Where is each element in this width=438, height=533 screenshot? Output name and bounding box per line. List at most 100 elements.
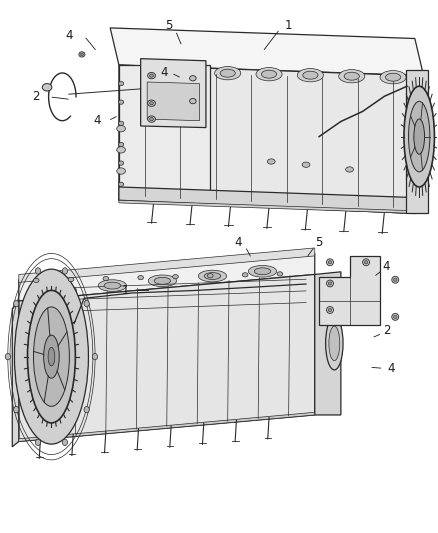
Ellipse shape <box>328 309 332 312</box>
Polygon shape <box>119 187 415 214</box>
Polygon shape <box>110 28 424 76</box>
Ellipse shape <box>329 326 340 361</box>
Polygon shape <box>147 82 199 120</box>
Text: 2: 2 <box>383 324 390 337</box>
Polygon shape <box>19 413 315 441</box>
Ellipse shape <box>118 82 124 86</box>
Text: 1: 1 <box>122 284 129 297</box>
Ellipse shape <box>409 101 430 172</box>
Text: 5: 5 <box>315 236 323 249</box>
Ellipse shape <box>33 278 39 282</box>
Text: 4: 4 <box>93 114 101 127</box>
Ellipse shape <box>48 285 77 296</box>
Ellipse shape <box>92 353 98 360</box>
Polygon shape <box>119 65 415 214</box>
Ellipse shape <box>118 161 124 165</box>
Ellipse shape <box>5 353 11 360</box>
Text: 4: 4 <box>65 29 73 42</box>
Polygon shape <box>19 253 315 301</box>
Ellipse shape <box>42 84 52 91</box>
Ellipse shape <box>62 268 67 274</box>
Polygon shape <box>19 248 315 282</box>
Polygon shape <box>141 59 206 127</box>
Ellipse shape <box>328 282 332 285</box>
Ellipse shape <box>414 119 424 154</box>
Ellipse shape <box>79 52 85 57</box>
Polygon shape <box>315 272 341 415</box>
Ellipse shape <box>242 273 248 277</box>
Text: 4: 4 <box>161 67 168 79</box>
Ellipse shape <box>117 168 125 174</box>
Ellipse shape <box>261 70 277 78</box>
Text: 4: 4 <box>235 236 242 249</box>
Polygon shape <box>119 65 210 200</box>
Ellipse shape <box>190 76 196 81</box>
Ellipse shape <box>68 277 74 281</box>
Ellipse shape <box>248 265 277 277</box>
Ellipse shape <box>393 278 397 281</box>
Ellipse shape <box>385 73 401 81</box>
Ellipse shape <box>148 116 155 122</box>
Ellipse shape <box>215 67 241 80</box>
Ellipse shape <box>117 125 125 132</box>
Ellipse shape <box>14 269 88 444</box>
Ellipse shape <box>148 100 155 107</box>
Ellipse shape <box>150 117 153 120</box>
Ellipse shape <box>326 259 333 266</box>
Ellipse shape <box>103 277 109 281</box>
Ellipse shape <box>364 261 368 264</box>
Text: 4: 4 <box>383 260 390 273</box>
Ellipse shape <box>325 317 343 370</box>
Polygon shape <box>319 256 380 325</box>
Ellipse shape <box>344 72 359 80</box>
Ellipse shape <box>35 268 41 274</box>
Ellipse shape <box>148 72 155 79</box>
Polygon shape <box>119 200 415 214</box>
Ellipse shape <box>328 261 332 264</box>
Ellipse shape <box>150 74 153 77</box>
Ellipse shape <box>150 102 153 105</box>
Ellipse shape <box>148 275 177 287</box>
Ellipse shape <box>297 69 323 82</box>
Ellipse shape <box>104 282 120 289</box>
Ellipse shape <box>84 301 89 307</box>
Text: 4: 4 <box>387 362 395 375</box>
Ellipse shape <box>98 280 127 292</box>
Ellipse shape <box>404 86 434 187</box>
Ellipse shape <box>302 162 310 167</box>
Ellipse shape <box>220 69 235 77</box>
Ellipse shape <box>392 276 399 283</box>
Ellipse shape <box>35 439 41 446</box>
Ellipse shape <box>138 276 144 280</box>
Ellipse shape <box>208 273 213 278</box>
Ellipse shape <box>118 100 124 104</box>
Text: 2: 2 <box>32 90 40 103</box>
Ellipse shape <box>118 182 124 187</box>
Ellipse shape <box>392 313 399 320</box>
Ellipse shape <box>54 287 71 294</box>
Ellipse shape <box>173 274 178 279</box>
Ellipse shape <box>303 71 318 79</box>
Text: 5: 5 <box>165 19 173 32</box>
Ellipse shape <box>154 277 171 284</box>
Ellipse shape <box>44 335 59 378</box>
Ellipse shape <box>14 301 19 307</box>
Ellipse shape <box>204 272 221 279</box>
Ellipse shape <box>393 316 397 318</box>
Polygon shape <box>406 70 428 214</box>
Polygon shape <box>19 274 315 441</box>
Ellipse shape <box>190 99 196 104</box>
Ellipse shape <box>198 270 226 282</box>
Ellipse shape <box>326 306 333 313</box>
Ellipse shape <box>339 70 365 83</box>
Ellipse shape <box>117 147 125 153</box>
Ellipse shape <box>277 272 283 276</box>
Ellipse shape <box>363 259 370 266</box>
Polygon shape <box>12 301 19 447</box>
Ellipse shape <box>346 167 353 172</box>
Text: 1: 1 <box>285 19 293 32</box>
Ellipse shape <box>28 290 75 423</box>
Ellipse shape <box>254 268 271 274</box>
Ellipse shape <box>62 439 67 446</box>
Ellipse shape <box>256 68 282 81</box>
